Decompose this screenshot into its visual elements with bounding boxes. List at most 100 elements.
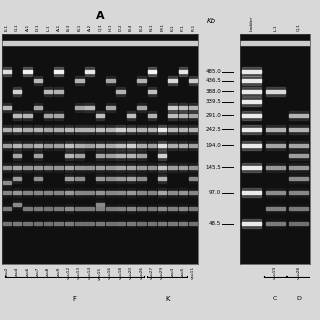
Bar — [266, 90, 285, 93]
Bar — [266, 144, 285, 147]
Bar — [54, 114, 63, 117]
Bar — [3, 178, 11, 187]
Bar — [106, 141, 115, 150]
Bar — [96, 128, 104, 131]
Bar — [179, 163, 187, 172]
Bar — [75, 174, 84, 183]
Bar — [266, 163, 285, 172]
Bar — [106, 188, 115, 197]
Bar — [148, 144, 156, 147]
Bar — [85, 166, 94, 169]
Text: vsu28: vsu28 — [297, 266, 301, 279]
Bar — [289, 151, 308, 160]
Text: vsu13: vsu13 — [77, 266, 81, 279]
Bar — [242, 100, 261, 103]
Bar — [85, 222, 94, 225]
Bar — [179, 111, 187, 120]
Bar — [85, 144, 94, 147]
Bar — [168, 141, 177, 150]
Bar — [65, 154, 73, 157]
Bar — [34, 151, 42, 160]
Bar — [137, 222, 146, 225]
Bar — [137, 128, 146, 131]
Bar — [158, 144, 166, 147]
Bar — [65, 204, 73, 213]
Bar — [85, 125, 94, 134]
Text: 194.0: 194.0 — [205, 143, 221, 148]
Bar — [189, 188, 197, 197]
Bar — [168, 103, 177, 112]
Text: A-1: A-1 — [57, 24, 60, 31]
Bar — [289, 166, 308, 169]
Bar — [44, 111, 52, 120]
Bar — [54, 222, 63, 225]
Text: vsu26: vsu26 — [140, 266, 143, 279]
Bar — [43, 41, 53, 45]
Bar — [127, 219, 135, 228]
Text: Kb: Kb — [207, 18, 216, 24]
Bar — [23, 67, 32, 76]
Bar — [13, 151, 21, 160]
Bar — [289, 125, 308, 134]
Text: vsu3: vsu3 — [171, 266, 174, 277]
Bar — [116, 174, 125, 183]
Text: 97.0: 97.0 — [209, 190, 221, 195]
Bar — [242, 87, 261, 96]
Bar — [34, 166, 42, 169]
Bar — [168, 219, 177, 228]
Bar — [2, 41, 12, 45]
Bar — [116, 177, 125, 180]
Bar — [189, 128, 197, 131]
Bar — [3, 70, 11, 73]
Bar — [105, 41, 116, 45]
Bar — [54, 163, 63, 172]
Bar — [106, 144, 115, 147]
Bar — [65, 163, 73, 172]
Bar — [137, 76, 146, 85]
Bar — [54, 128, 63, 131]
Bar — [106, 177, 115, 180]
Bar — [157, 41, 167, 45]
Bar — [65, 151, 73, 160]
Bar — [106, 191, 115, 194]
Bar — [3, 106, 11, 109]
Bar — [54, 191, 63, 194]
Bar — [13, 125, 21, 134]
Bar — [13, 87, 21, 96]
Bar — [127, 191, 135, 194]
Bar — [127, 125, 135, 134]
Bar — [13, 188, 21, 197]
Text: vsu11: vsu11 — [191, 266, 195, 279]
Bar — [266, 141, 285, 150]
Bar — [96, 191, 104, 194]
Bar — [137, 204, 146, 213]
Bar — [178, 41, 188, 45]
Bar — [75, 141, 84, 150]
Bar — [116, 219, 125, 228]
Bar — [13, 141, 21, 150]
Bar — [106, 106, 115, 109]
Text: 339.5: 339.5 — [205, 99, 221, 104]
Bar — [44, 219, 52, 228]
Text: vsu5: vsu5 — [181, 266, 185, 277]
Bar — [266, 128, 285, 131]
Bar — [289, 177, 308, 180]
Bar — [189, 222, 197, 225]
Bar — [65, 174, 73, 183]
Text: vsu19: vsu19 — [273, 266, 277, 279]
Bar — [116, 87, 125, 96]
Bar — [189, 76, 197, 85]
Bar — [189, 103, 197, 112]
Bar — [242, 222, 261, 225]
Bar — [75, 125, 84, 134]
Bar — [189, 114, 197, 117]
Bar — [13, 174, 21, 183]
Bar — [44, 166, 52, 169]
Bar — [266, 188, 285, 197]
Bar — [23, 128, 32, 131]
Bar — [242, 67, 261, 76]
Bar — [116, 41, 126, 45]
Bar — [23, 222, 32, 225]
Text: A-1: A-1 — [26, 24, 29, 31]
Bar — [137, 154, 146, 157]
